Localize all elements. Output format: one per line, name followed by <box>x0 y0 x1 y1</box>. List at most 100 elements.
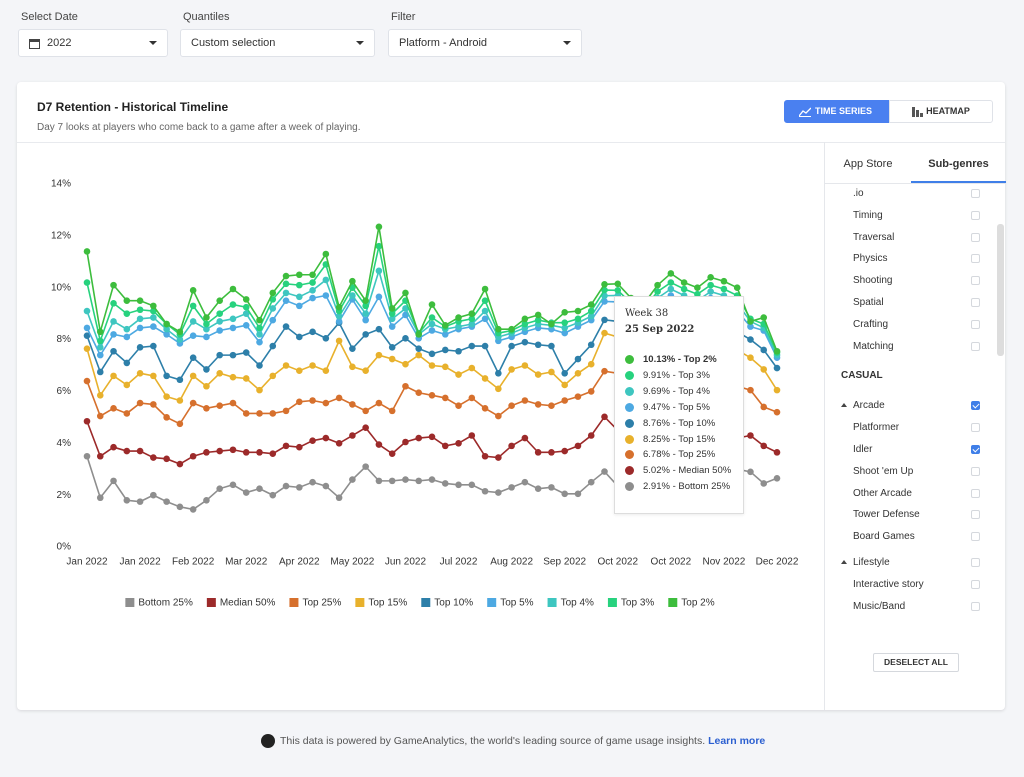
data-point <box>495 385 502 393</box>
quantile-dropdown[interactable]: Custom selection <box>180 29 375 57</box>
data-point <box>773 364 781 372</box>
data-point <box>110 404 117 412</box>
data-point <box>229 399 237 407</box>
logo <box>261 734 275 748</box>
checkbox[interactable] <box>971 579 980 589</box>
data-point <box>601 329 608 337</box>
footer-link[interactable]: Learn more <box>708 735 766 747</box>
data-point <box>309 397 316 404</box>
time-series-button[interactable]: TIME SERIES <box>784 100 889 123</box>
data-point <box>150 401 157 408</box>
data-point <box>163 331 170 338</box>
checkbox[interactable] <box>971 254 980 264</box>
filter-label: Quantiles <box>183 11 230 23</box>
data-point <box>282 442 290 450</box>
data-point <box>229 301 237 308</box>
checkbox[interactable] <box>971 210 980 220</box>
data-point <box>375 242 383 250</box>
x-tick-label: May 2022 <box>330 557 374 568</box>
heatmap-button[interactable]: HEATMAP <box>889 100 993 123</box>
checkbox[interactable] <box>971 466 980 476</box>
data-point <box>362 302 369 310</box>
tab[interactable]: App Store <box>843 158 893 170</box>
data-point <box>415 434 423 442</box>
data-point <box>176 503 184 511</box>
data-point <box>150 302 157 310</box>
checkbox[interactable] <box>971 445 980 454</box>
data-point <box>189 332 197 339</box>
data-point <box>587 301 595 308</box>
tooltip-item: 9.47% - Top 5% <box>643 401 710 413</box>
deselect-button[interactable]: DESELECT ALL <box>873 653 959 672</box>
item-label: Timing <box>853 209 883 221</box>
x-tick-label: Apr 2022 <box>279 557 320 568</box>
data-point <box>136 306 144 314</box>
data-point <box>229 373 237 381</box>
x-tick-label: Sep 2022 <box>543 557 586 568</box>
data-point <box>455 314 462 321</box>
filter-dropdown[interactable]: Platform - Android <box>388 29 582 57</box>
tooltip-item: 2.91% - Bottom 25% <box>643 481 731 493</box>
data-point <box>189 318 197 325</box>
data-point <box>481 285 489 293</box>
data-point <box>428 433 436 441</box>
data-point <box>495 489 502 496</box>
item-label: Tower Defense <box>853 509 920 521</box>
card-subtitle: Day 7 looks at players who come back to … <box>37 122 361 133</box>
checkbox[interactable] <box>971 232 980 242</box>
checkbox[interactable] <box>971 341 980 351</box>
footer: This data is powered by GameAnalytics, t… <box>280 735 765 747</box>
data-point <box>508 366 515 373</box>
tooltip-title: Week 38 <box>625 308 669 319</box>
checkbox[interactable] <box>971 532 980 542</box>
data-point <box>428 350 436 358</box>
checkbox[interactable] <box>971 319 980 329</box>
checkbox[interactable] <box>971 276 980 286</box>
checkbox[interactable] <box>971 510 980 520</box>
legend-swatch <box>125 598 135 607</box>
data-point <box>415 345 423 352</box>
data-point <box>322 434 330 442</box>
legend-swatch <box>289 598 299 607</box>
checkbox[interactable] <box>971 401 980 411</box>
x-tick-label: Oct 2022 <box>597 557 638 568</box>
checkbox[interactable] <box>971 488 980 498</box>
data-point <box>561 329 568 337</box>
scrollbar[interactable] <box>997 224 1004 356</box>
data-point <box>256 386 263 394</box>
checkbox[interactable] <box>971 423 980 433</box>
data-point <box>176 420 184 428</box>
checkbox[interactable] <box>971 189 980 198</box>
data-point <box>269 316 277 324</box>
checkbox[interactable] <box>971 601 980 611</box>
checkbox[interactable] <box>971 558 980 567</box>
data-point <box>441 442 449 450</box>
data-point <box>163 320 170 328</box>
data-point <box>83 248 91 255</box>
data-point <box>495 454 502 461</box>
data-point <box>574 369 582 377</box>
data-point <box>441 363 449 371</box>
data-point <box>694 284 701 292</box>
data-point <box>189 302 197 310</box>
data-point <box>110 299 117 307</box>
data-point <box>561 447 568 455</box>
tooltip-item: 10.13% - Top 2% <box>643 354 717 365</box>
data-point <box>163 498 170 505</box>
data-point <box>309 328 316 336</box>
data-point <box>455 481 462 489</box>
data-point <box>481 487 489 495</box>
data-point <box>747 354 754 362</box>
checkbox[interactable] <box>971 298 980 307</box>
data-point <box>574 315 582 323</box>
item-label: Other Arcade <box>853 487 912 499</box>
data-point <box>548 402 555 409</box>
tab-active[interactable]: Sub-genres <box>928 158 989 170</box>
data-point <box>667 270 675 277</box>
data-point <box>242 489 250 496</box>
data-point <box>601 286 608 294</box>
data-point <box>375 325 383 333</box>
date-dropdown[interactable]: 2022 <box>18 29 168 57</box>
data-point <box>96 337 104 345</box>
data-point <box>468 432 476 439</box>
